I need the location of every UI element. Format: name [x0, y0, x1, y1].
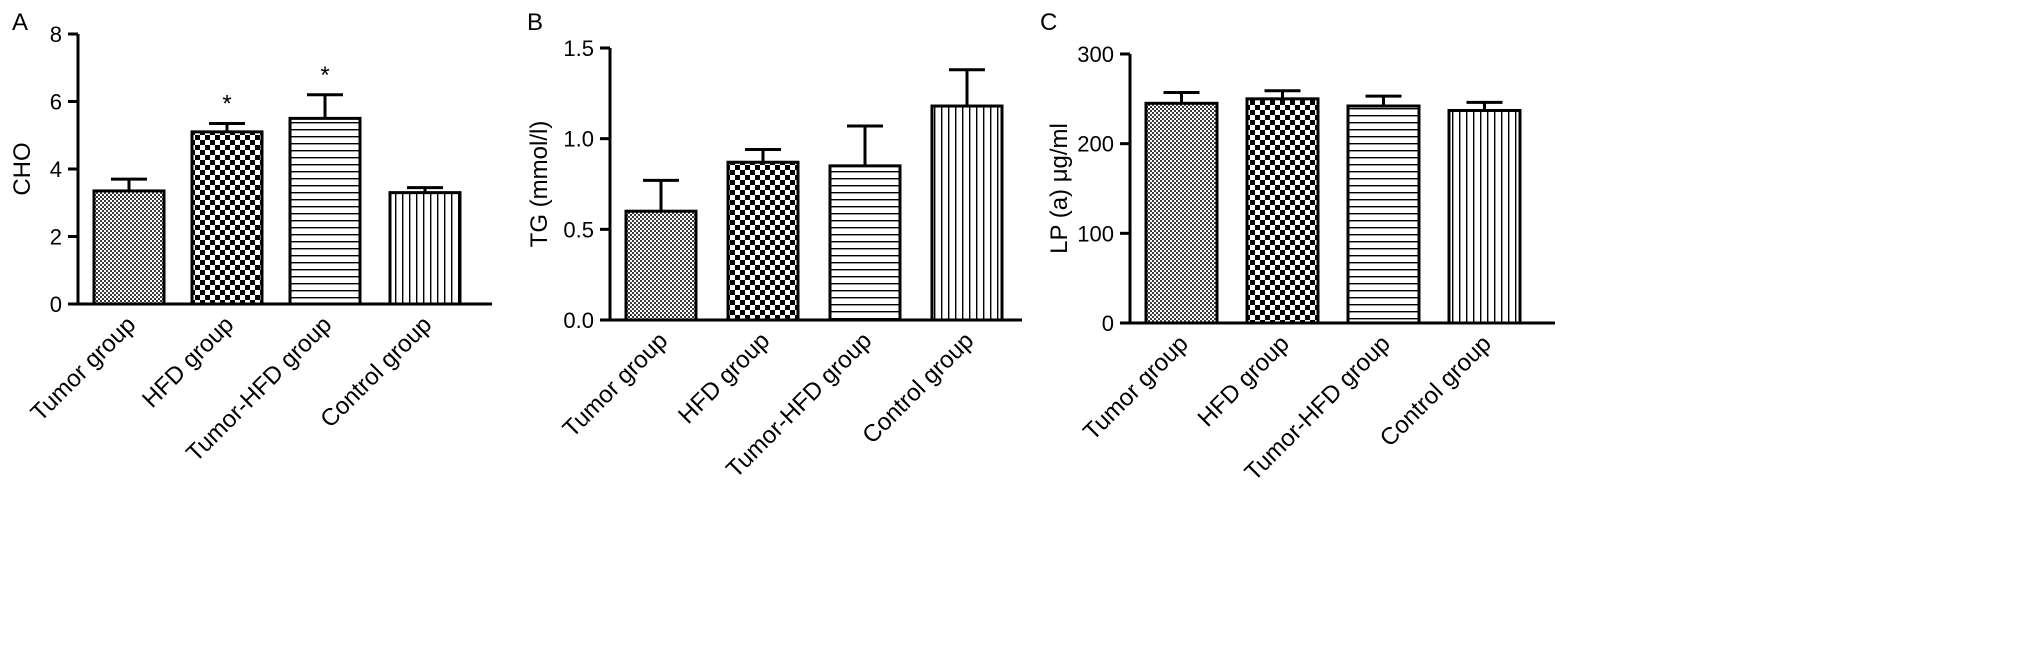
panel-a-significance-tumor-hfd: *: [320, 62, 329, 89]
panel-a-y-tick-label: 4: [50, 157, 62, 182]
panel-a-bar-tumor-hfd: [288, 116, 362, 306]
panel-a-y-tick-label: 2: [50, 225, 62, 250]
panel-a-y-tick-label: 0: [50, 292, 62, 317]
panel-b-y-tick-label: 0.5: [563, 217, 594, 242]
panel-b-bar-tumor-hfd: [828, 164, 902, 322]
panel-c-y-axis-label: LP (a) μg/ml: [1046, 123, 1073, 254]
panel-a-significance-hfd: *: [222, 90, 231, 117]
panel-b-y-axis-label: TG (mmol/l): [526, 121, 553, 248]
panel-b: B TG (mmol/l) 0.0 0.5 1.0 1.5 Tumor group HFD g…: [526, 9, 1022, 483]
panel-c-bar-hfd: [1245, 97, 1320, 325]
panel-b-y-tick-label: 0.0: [563, 308, 594, 333]
panel-a-y-axis-label: CHO: [9, 142, 36, 195]
panel-a-bar-tumor: [92, 189, 166, 306]
panel-a-x-tick-label-tumor: Tumor group: [26, 311, 142, 427]
panel-c-x-tick-label-tumor: Tumor group: [1078, 330, 1194, 446]
panel-a-bar-control: [388, 191, 462, 306]
panel-b-letter: B: [527, 9, 543, 36]
panel-b-bar-control: [930, 104, 1004, 322]
panel-a-bar-hfd: [190, 130, 264, 306]
panel-b-y-tick-label: 1.0: [563, 127, 594, 152]
panel-b-x-tick-label-hfd: HFD group: [673, 327, 775, 429]
panel-c-y-tick-label: 200: [1077, 132, 1114, 157]
panel-c-bar-tumor-hfd: [1346, 104, 1421, 325]
panel-c-y-tick-label: 300: [1077, 42, 1114, 67]
panel-c-y-tick-label: 100: [1077, 221, 1114, 246]
panel-a-y-tick-label: 8: [50, 22, 62, 47]
panel-c-letter: C: [1040, 9, 1057, 36]
panel-c-bar-tumor: [1144, 101, 1219, 325]
panel-a-letter: A: [12, 9, 28, 36]
panel-a-y-tick-label: 6: [50, 90, 62, 115]
panel-c-y-tick-label: 0: [1102, 311, 1114, 336]
panel-c-bar-control: [1447, 108, 1522, 325]
panel-a-x-tick-label-hfd: HFD group: [137, 311, 239, 413]
panel-c-x-tick-label-hfd: HFD group: [1193, 330, 1295, 432]
panel-b-y-tick-label: 1.5: [563, 36, 594, 61]
panel-b-bar-hfd: [726, 160, 800, 322]
panel-b-x-tick-label-tumor: Tumor group: [558, 327, 674, 443]
panel-b-bar-tumor: [624, 209, 698, 322]
